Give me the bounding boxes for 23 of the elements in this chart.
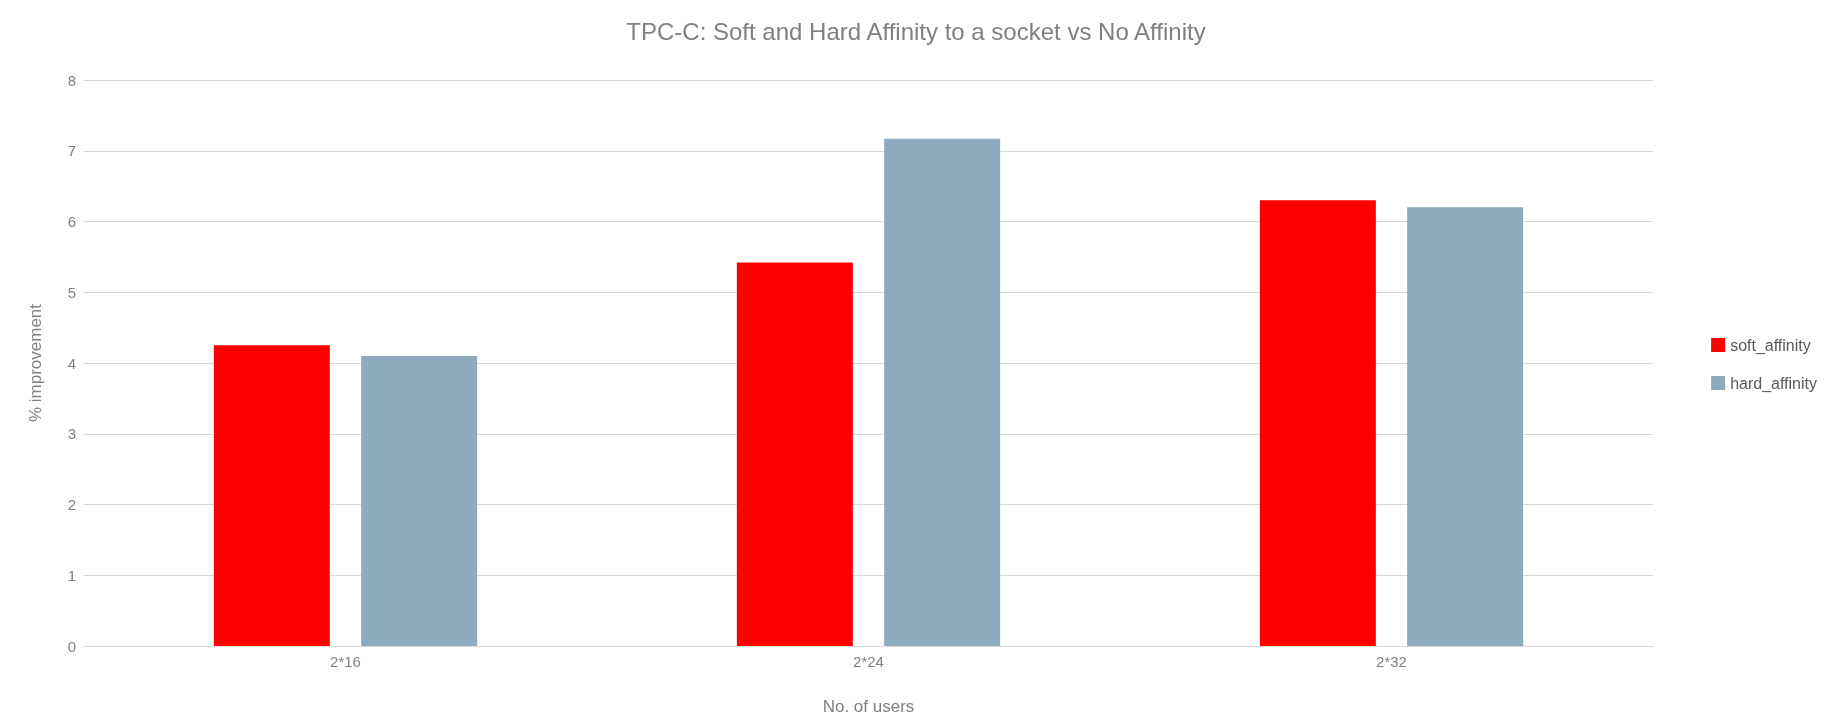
legend-label: hard_affinity [1730, 374, 1817, 393]
bar [361, 355, 478, 646]
x-tick-label: 2*24 [853, 653, 884, 670]
y-tick-label: 7 [67, 142, 76, 160]
y-tick-label: 2 [67, 496, 76, 513]
y-tick-label: 0 [67, 637, 76, 655]
bar [213, 345, 330, 646]
bar [884, 138, 1001, 646]
y-tick-label: 1 [67, 566, 76, 584]
bar [736, 262, 853, 646]
chart-title: TPC-C: Soft and Hard Affinity to a socket vs No Affinity [626, 17, 1206, 45]
y-tick-label: 3 [67, 425, 76, 443]
y-tick-label: 8 [67, 71, 76, 89]
y-axis-title: % improvement [26, 303, 45, 423]
bar [1259, 200, 1376, 646]
x-tick-label: 2*16 [330, 653, 361, 670]
legend-label: soft_affinity [1730, 336, 1811, 355]
y-tick-label: 4 [67, 354, 76, 372]
y-tick-label: 5 [67, 283, 76, 301]
x-axis-title: No. of users [822, 697, 915, 716]
y-tick-label: 6 [67, 213, 76, 230]
x-tick-label: 2*32 [1376, 653, 1407, 670]
bar [1407, 207, 1524, 646]
